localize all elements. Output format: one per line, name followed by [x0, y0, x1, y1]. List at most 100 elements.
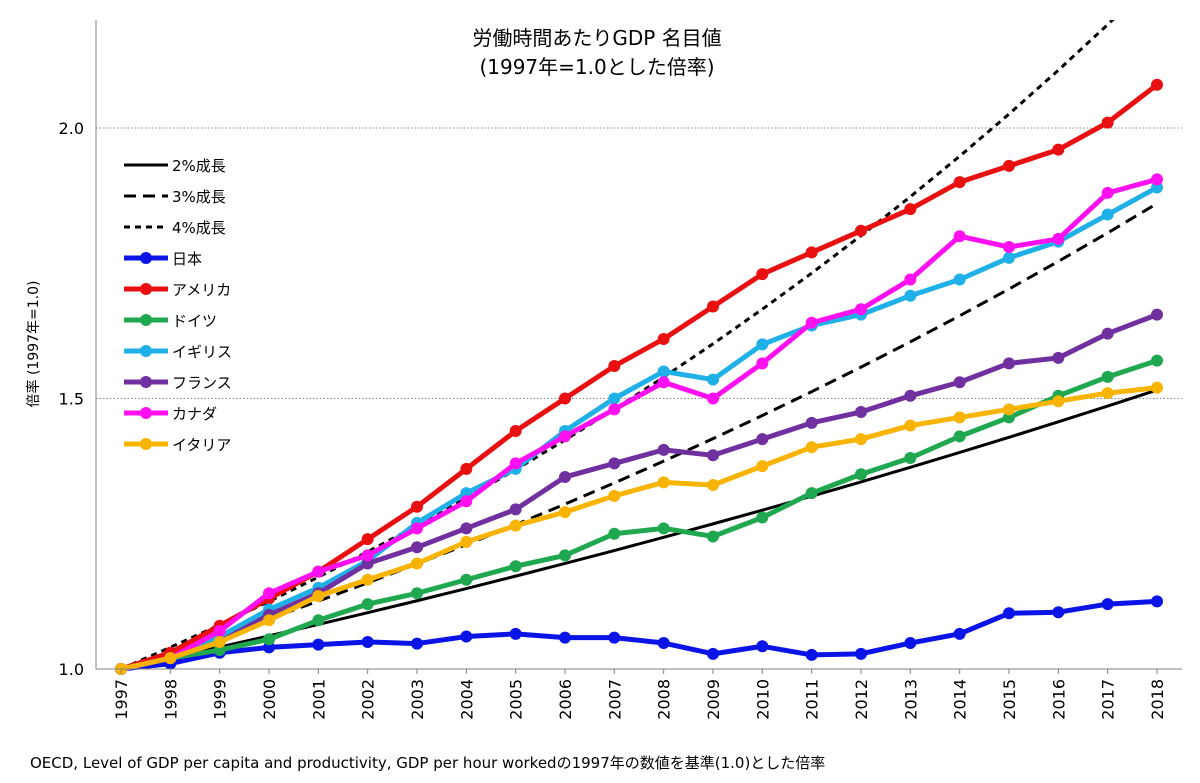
- data-point: [361, 549, 374, 562]
- data-point: [855, 224, 867, 237]
- x-tick-label: 2004: [457, 679, 476, 720]
- data-point: [756, 357, 769, 370]
- data-point: [164, 652, 177, 665]
- legend-marker: [140, 407, 152, 419]
- data-point: [707, 373, 719, 386]
- x-tick-label: 2016: [1049, 679, 1068, 720]
- data-point: [756, 338, 769, 351]
- data-point: [904, 289, 917, 302]
- data-point: [411, 500, 423, 513]
- x-tick-label: 2015: [1000, 679, 1019, 720]
- data-point: [657, 376, 670, 389]
- data-point: [1052, 232, 1065, 245]
- legend-label: 4%成長: [172, 219, 226, 237]
- data-point: [509, 503, 522, 516]
- gridlines: [96, 127, 1182, 399]
- data-point: [1003, 159, 1015, 172]
- legend-label: 3%成長: [172, 188, 226, 206]
- data-point: [263, 587, 275, 600]
- data-point: [657, 637, 670, 650]
- data-point: [312, 614, 325, 627]
- y-tick-label: 1.0: [59, 660, 84, 679]
- data-point: [559, 392, 571, 405]
- data-point: [559, 430, 571, 443]
- data-point: [904, 389, 917, 402]
- data-point: [559, 506, 571, 519]
- data-point: [361, 533, 374, 546]
- data-point: [509, 424, 522, 437]
- data-point: [1003, 241, 1015, 254]
- data-point: [312, 589, 325, 602]
- data-point: [1151, 354, 1163, 367]
- data-point: [1101, 598, 1114, 611]
- data-point: [904, 203, 917, 216]
- data-point: [263, 614, 275, 627]
- data-point: [805, 246, 818, 259]
- legend-label: アメリカ: [172, 281, 231, 299]
- legend-marker: [140, 438, 152, 450]
- data-point: [460, 495, 473, 508]
- data-point: [1151, 381, 1163, 394]
- reference-lines: [120, 20, 1158, 669]
- data-point: [411, 557, 423, 570]
- data-point: [1052, 606, 1065, 619]
- data-point: [953, 176, 966, 189]
- reference-line-0.04: [120, 20, 1115, 669]
- data-point: [213, 635, 226, 648]
- y-tick-label: 1.5: [59, 390, 84, 409]
- series-line: [120, 185, 1159, 672]
- legend-marker: [140, 283, 152, 295]
- data-point: [657, 365, 670, 378]
- data-point: [1151, 78, 1163, 91]
- data-point: [707, 530, 719, 543]
- x-tick-label: 2002: [359, 679, 378, 720]
- data-point: [361, 635, 374, 648]
- x-tick-label: 2011: [803, 679, 822, 720]
- source-note: OECD, Level of GDP per capita and produc…: [30, 754, 826, 772]
- data-point: [608, 457, 621, 470]
- legend-marker: [140, 314, 152, 326]
- x-tick-label: 2010: [753, 679, 772, 720]
- series-4: [115, 308, 1163, 675]
- data-point: [707, 392, 719, 405]
- data-point: [904, 452, 917, 465]
- data-point: [756, 640, 769, 653]
- data-point: [509, 519, 522, 532]
- data-point: [411, 587, 423, 600]
- data-point: [953, 411, 966, 424]
- series-6: [115, 381, 1163, 675]
- x-tick-label: 1999: [211, 679, 230, 720]
- line-chart: 1.0 1.5 2.0 1997 1998 1999 2000 2001 2002 2003 20…: [25, 20, 1182, 720]
- data-point: [855, 468, 867, 481]
- data-point: [213, 625, 226, 638]
- data-point: [805, 441, 818, 454]
- data-point: [855, 303, 867, 316]
- legend-label: 日本: [172, 250, 202, 268]
- data-point: [263, 633, 275, 646]
- x-tick-label: 2000: [260, 679, 279, 720]
- data-point: [657, 443, 670, 456]
- data-point: [361, 573, 374, 586]
- y-tick-label: 2.0: [59, 119, 84, 138]
- x-tick-label: 2009: [704, 679, 723, 720]
- data-point: [411, 637, 423, 650]
- data-point: [1151, 173, 1163, 186]
- legend-marker: [140, 252, 152, 264]
- x-tick-label: 1998: [161, 679, 180, 720]
- data-point: [1052, 351, 1065, 364]
- series-1: [115, 78, 1163, 675]
- x-tick-label: 2001: [309, 679, 328, 720]
- data-point: [707, 300, 719, 313]
- data-point: [953, 627, 966, 640]
- data-point: [509, 457, 522, 470]
- legend-label: カナダ: [172, 405, 217, 423]
- x-tick-label: 2005: [507, 679, 526, 720]
- series-line: [120, 82, 1159, 672]
- data-point: [509, 560, 522, 573]
- legend-label: 2%成長: [172, 157, 226, 175]
- data-point: [1101, 387, 1114, 400]
- series-lines: [115, 78, 1163, 675]
- data-point: [805, 416, 818, 429]
- data-point: [460, 522, 473, 535]
- data-point: [756, 268, 769, 281]
